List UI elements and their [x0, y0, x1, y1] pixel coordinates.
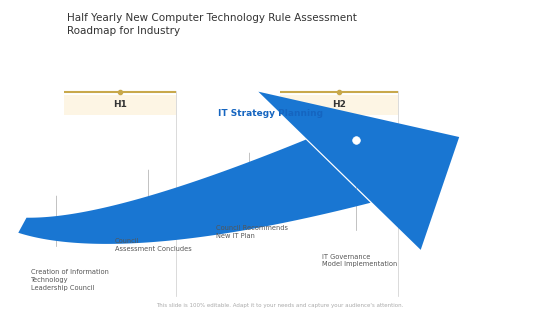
Text: This slide is 100% editable. Adapt it to your needs and capture your audience's : This slide is 100% editable. Adapt it to…	[156, 303, 404, 308]
Text: H2: H2	[332, 100, 346, 109]
Text: H1: H1	[114, 100, 127, 109]
Text: Creation of Information
Technology
Leadership Council: Creation of Information Technology Leade…	[31, 269, 109, 291]
FancyBboxPatch shape	[64, 94, 176, 115]
Text: Half Yearly New Computer Technology Rule Assessment
Roadmap for Industry: Half Yearly New Computer Technology Rule…	[67, 13, 357, 36]
Text: IT Governance
Model Implementation: IT Governance Model Implementation	[322, 254, 397, 267]
FancyBboxPatch shape	[280, 94, 398, 115]
Polygon shape	[18, 140, 371, 244]
Text: IT Strategy Planning: IT Strategy Planning	[218, 109, 323, 118]
Polygon shape	[258, 92, 459, 250]
Text: Council Recommends
New IT Plan: Council Recommends New IT Plan	[216, 225, 288, 239]
Text: Council
Assessment Concludes: Council Assessment Concludes	[115, 238, 192, 252]
